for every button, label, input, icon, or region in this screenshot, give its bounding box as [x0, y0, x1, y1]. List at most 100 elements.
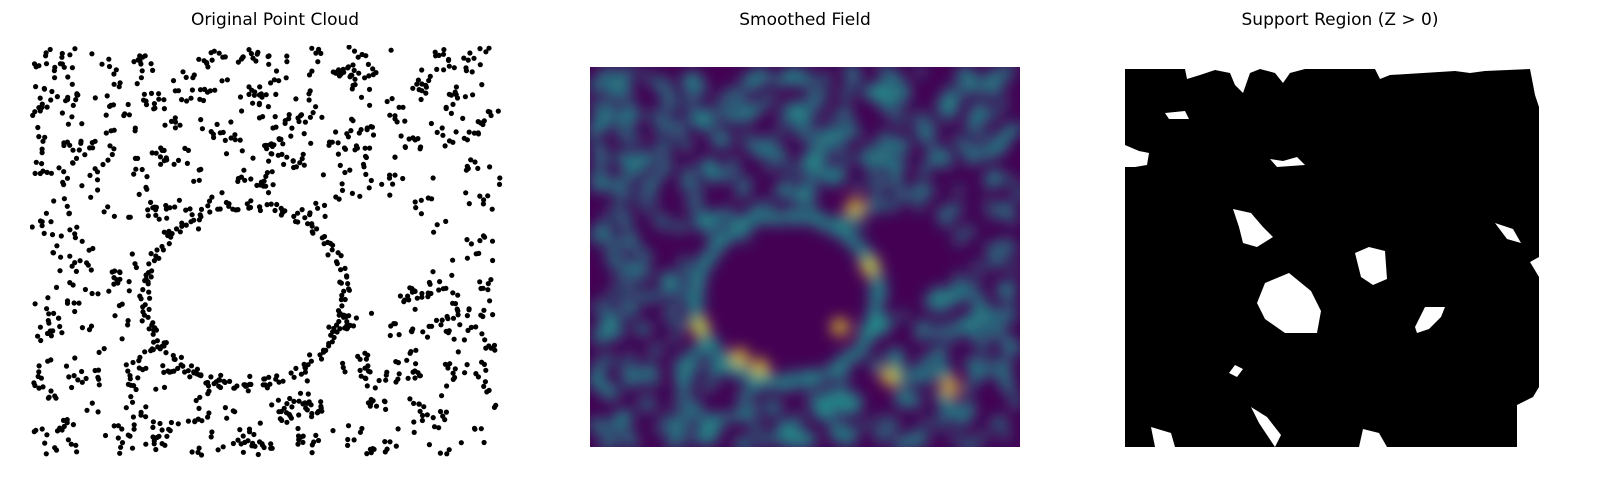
point: [246, 426, 253, 432]
point: [284, 59, 290, 65]
point: [315, 437, 322, 444]
point: [232, 137, 238, 143]
point: [66, 374, 72, 380]
point: [150, 205, 156, 211]
field-blob: [605, 205, 618, 218]
point: [126, 112, 132, 118]
point: [273, 68, 280, 74]
field-blob: [925, 118, 938, 131]
point: [50, 250, 56, 256]
field-blob: [640, 269, 653, 282]
field-blob: [983, 177, 996, 189]
point: [450, 300, 456, 306]
field-blob: [638, 324, 651, 337]
point: [42, 134, 48, 140]
point: [481, 383, 487, 389]
point: [396, 104, 402, 110]
point: [280, 141, 286, 147]
point: [79, 368, 85, 375]
point: [161, 229, 167, 235]
point: [95, 187, 101, 193]
field-blob: [805, 178, 818, 191]
field-blob: [985, 306, 998, 319]
support-region-mask: [1125, 67, 1555, 447]
point: [73, 442, 79, 448]
point: [111, 71, 117, 77]
point: [192, 419, 198, 425]
field-blob: [775, 417, 788, 430]
field-blob: [988, 107, 1001, 120]
point: [266, 374, 272, 380]
point: [351, 48, 358, 54]
point: [125, 101, 131, 108]
point: [150, 424, 156, 430]
point: [239, 108, 245, 114]
point: [249, 87, 255, 93]
point: [309, 410, 315, 417]
field-blob: [895, 435, 908, 447]
point: [151, 101, 157, 107]
point: [276, 379, 282, 385]
point: [196, 56, 202, 62]
field-blob: [970, 300, 983, 313]
field-blob: [756, 436, 769, 447]
point: [455, 292, 461, 298]
field-blob: [638, 181, 651, 194]
point: [412, 199, 418, 205]
point: [392, 113, 398, 119]
field-blob: [680, 166, 693, 179]
point: [126, 279, 132, 285]
point: [205, 414, 211, 420]
point: [318, 356, 325, 362]
point: [358, 373, 364, 379]
point: [74, 449, 80, 455]
point: [79, 121, 85, 127]
field-blob: [827, 111, 840, 123]
field-blob: [999, 377, 1012, 390]
point: [467, 50, 473, 56]
point: [497, 175, 503, 181]
point: [160, 363, 166, 369]
point: [71, 373, 77, 379]
field-blob: [590, 180, 601, 192]
point: [66, 210, 72, 217]
field-blob: [875, 81, 888, 94]
point: [57, 268, 63, 274]
field-blob: [975, 345, 988, 358]
point: [198, 373, 204, 379]
field-blob: [688, 106, 701, 119]
field-blob: [622, 97, 635, 110]
point: [77, 258, 83, 264]
support-hole: [1415, 307, 1445, 333]
field-blob: [606, 91, 619, 104]
point: [297, 390, 304, 396]
panel-title-point-cloud: Original Point Cloud: [190, 10, 360, 30]
field-blob: [808, 106, 821, 119]
field-blob: [808, 127, 821, 140]
point: [237, 427, 243, 433]
point: [37, 324, 43, 330]
point: [496, 181, 503, 187]
point: [228, 135, 234, 141]
point: [61, 169, 67, 175]
point: [413, 205, 419, 211]
point: [382, 439, 388, 445]
point: [453, 84, 459, 90]
point: [30, 224, 35, 230]
point: [339, 303, 345, 309]
field-blob: [804, 96, 817, 109]
point: [387, 332, 393, 339]
point: [74, 91, 80, 97]
point: [216, 377, 222, 383]
point: [341, 288, 347, 294]
field-blob: [594, 170, 607, 183]
support-hole: [1257, 273, 1321, 333]
point: [252, 443, 258, 449]
point: [224, 415, 230, 421]
point: [417, 408, 423, 414]
point: [129, 251, 135, 257]
point: [156, 216, 162, 222]
point: [480, 201, 486, 207]
point: [419, 412, 426, 419]
field-blob: [653, 142, 666, 155]
